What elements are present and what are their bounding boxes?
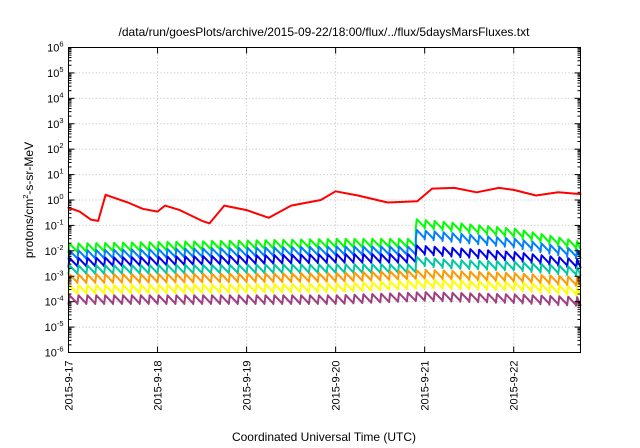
x-axis: 2015-9-17 2015-9-18 2015-9-19 2015-9-20 2015… [64,47,521,411]
series-line-6 [67,268,582,287]
grid-lines [68,47,581,353]
y-tick-label: 10-4 [45,294,64,309]
y-axis-label: protons/cm2-s-sr-MeV [21,142,36,258]
series-line-1 [67,186,582,225]
y-tick-label: 10-1 [45,217,64,232]
series-line-8 [67,291,582,307]
y-tick-label: 101 [47,167,63,182]
series-line-5 [67,255,582,277]
y-axis-label-prefix: protons/cm [22,199,36,258]
y-axis: 10-6 10-5 10-4 10-3 10-2 10-1 100 101 102 103 104 1… [45,40,581,360]
x-tick-label: 2015-9-17 [64,361,76,411]
y-tick-label: 104 [47,90,63,105]
y-tick-label: 102 [47,141,63,156]
chart-title: /data/run/goesPlots/archive/2015-09-22/1… [119,25,531,39]
x-tick-label: 2015-9-21 [420,361,432,411]
y-tick-label: 10-3 [45,268,64,283]
y-tick-label: 106 [47,40,63,55]
series-line-4 [67,244,582,269]
y-tick-label: 10-6 [45,345,64,360]
series-line-7 [67,278,582,297]
x-tick-label: 2015-9-18 [153,361,165,411]
x-tick-label: 2015-9-19 [242,361,254,411]
y-axis-label-sup: 2 [21,195,30,199]
x-axis-label: Coordinated Universal Time (UTC) [232,430,416,444]
x-tick-label: 2015-9-20 [331,361,343,411]
y-tick-label: 10-5 [45,319,64,334]
y-tick-label: 10-2 [45,243,64,258]
series-group [67,186,582,307]
series-line-2 [67,218,582,254]
y-axis-label-suffix: -s-sr-MeV [22,142,36,195]
y-tick-label: 105 [47,65,63,80]
y-tick-label: 100 [47,192,63,207]
x-tick-label: 2015-9-22 [509,361,521,411]
y-tick-label: 103 [47,116,63,131]
